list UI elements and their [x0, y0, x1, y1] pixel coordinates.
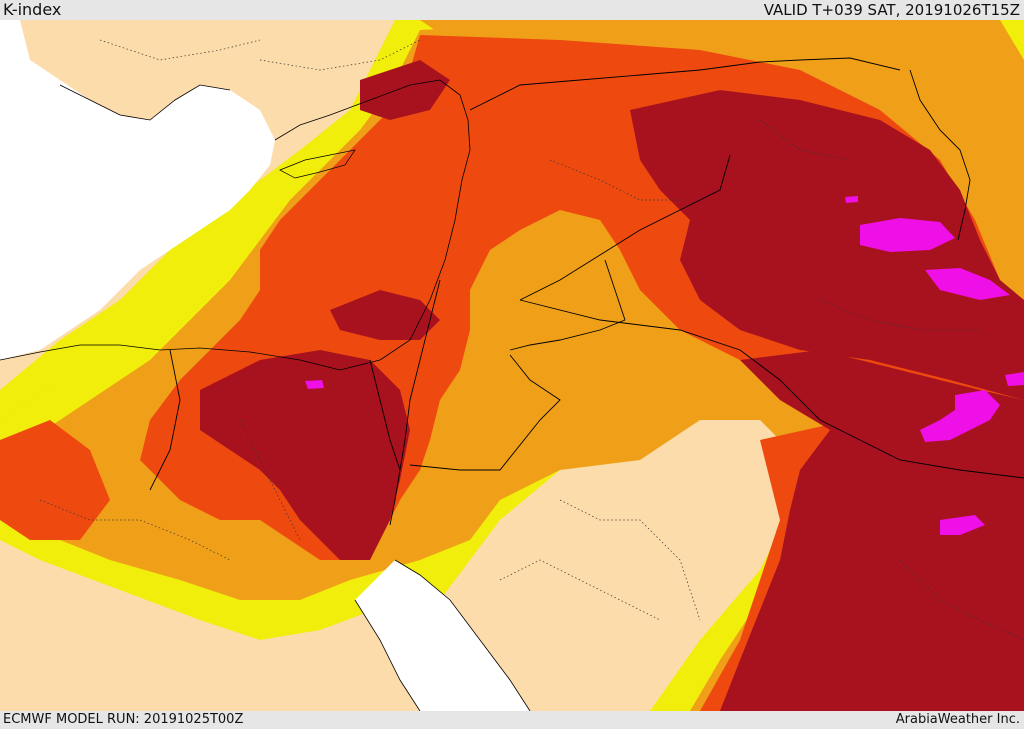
red-sea [355, 560, 530, 711]
country-borders [149, 57, 1024, 526]
province-boundaries [39, 39, 1024, 641]
k-index-map [0, 20, 1024, 711]
footer-bar: ECMWF MODEL RUN: 20191025T00Z ArabiaWeat… [0, 711, 1024, 729]
k-index-dark-red-band [200, 60, 1024, 711]
credit-label: ArabiaWeather Inc. [895, 712, 1020, 727]
coastlines [0, 79, 531, 711]
k-index-magenta-core [305, 196, 1024, 535]
header-bar: K-index VALID T+039 SAT, 20191026T15Z [0, 0, 1024, 20]
product-title: K-index [3, 0, 62, 19]
valid-time-label: VALID T+039 SAT, 20191026T15Z [763, 1, 1020, 19]
cyprus-outline [279, 149, 356, 179]
model-run-label: ECMWF MODEL RUN: 20191025T00Z [3, 712, 244, 727]
mediterranean-sea [0, 20, 275, 360]
